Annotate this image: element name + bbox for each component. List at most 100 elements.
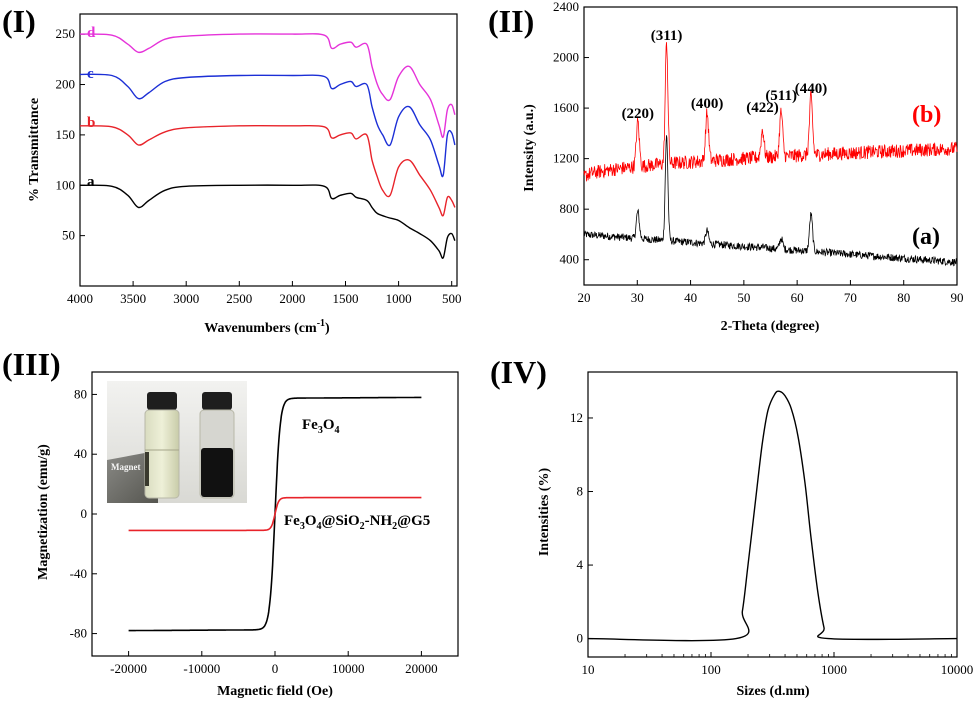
y-axis-label-i: % Transmittance xyxy=(27,98,42,202)
peak-label: (220) xyxy=(622,106,655,122)
axis-ticks-iv: 10 100 1000 10000 0 4 8 12 xyxy=(570,410,973,677)
x-tick-label: 10000 xyxy=(332,661,365,676)
peak-label: (422) xyxy=(746,100,779,116)
x-tick-label: 80 xyxy=(897,290,910,305)
y-tick-label: 50 xyxy=(62,228,75,243)
series-label-a: a xyxy=(87,174,95,190)
y-tick-label: 200 xyxy=(56,77,76,92)
x-tick-label: 90 xyxy=(951,290,964,305)
panel-iv: (IV) 10 100 1000 10000 0 4 8 12 Sizes (d.nm) In… xyxy=(490,354,973,699)
x-tick-label: 20000 xyxy=(405,661,438,676)
y-tick-label: -80 xyxy=(70,626,87,641)
y-tick-label: 1600 xyxy=(553,100,579,115)
x-tick-label: 10 xyxy=(582,662,595,677)
y-axis-label-iv: Intensities (%) xyxy=(537,468,552,557)
series-label-fe3o4: Fe3O4 xyxy=(302,417,340,436)
inset-photo: Magnet xyxy=(107,381,247,503)
series-label-d: d xyxy=(87,25,96,41)
y-tick-label: 0 xyxy=(81,506,88,521)
x-tick-label: 3000 xyxy=(173,291,199,306)
size-series xyxy=(587,390,958,642)
axis-ticks-i: 4000 3500 3000 2500 2000 1500 1000 500 50 100 150 2… xyxy=(56,26,462,306)
ftir-series-c xyxy=(79,73,456,178)
peak-label: (311) xyxy=(651,28,683,44)
x-tick-label: 2000 xyxy=(279,291,305,306)
series-label-xrd-b: (b) xyxy=(912,102,941,128)
x-tick-label: 500 xyxy=(442,291,462,306)
vial-cap-left xyxy=(147,392,177,410)
spectra-lines xyxy=(79,33,456,259)
xrd-series-1 xyxy=(583,42,958,182)
y-tick-label: 0 xyxy=(577,631,584,646)
x-axis-label-iii: Magnetic field (Oe) xyxy=(217,684,333,699)
xrd-lines xyxy=(583,42,958,267)
y-tick-label: -40 xyxy=(70,566,87,581)
axis-ticks-iii: -20000 -10000 0 10000 20000 -80 -40 0 40 80 xyxy=(70,386,438,676)
x-tick-label: 70 xyxy=(844,290,857,305)
x-axis-label-iv: Sizes (d.nm) xyxy=(736,684,809,699)
panel-label-iii: (III) xyxy=(2,346,61,382)
x-tick-label: 2500 xyxy=(226,291,252,306)
x-tick-label: 0 xyxy=(272,661,279,676)
x-tick-label: 10000 xyxy=(941,662,974,677)
vial-dispersed-liquid xyxy=(201,448,233,497)
y-tick-label: 2000 xyxy=(553,50,579,65)
magnetization-series-1 xyxy=(128,496,422,532)
panel-label-iv: (IV) xyxy=(490,354,547,390)
x-tick-label: 1500 xyxy=(332,291,358,306)
ftir-series-b xyxy=(79,124,456,217)
series-label-fe3o4-sio2: Fe3O4@SiO2-NH2@G5 xyxy=(284,513,430,532)
x-tick-label: 1000 xyxy=(386,291,412,306)
plot-frame-iv xyxy=(587,371,958,658)
series-label-b: b xyxy=(87,115,95,131)
vial-clear xyxy=(144,409,180,499)
y-tick-label: 12 xyxy=(570,410,583,425)
y-tick-label: 800 xyxy=(560,201,580,216)
x-tick-label: 1000 xyxy=(821,662,847,677)
axis-ticks-ii: 20 30 40 50 60 70 80 90 400 800 1200 1600 2000 2400 xyxy=(553,0,964,305)
x-tick-label: 50 xyxy=(737,290,750,305)
panel-label-ii: (II) xyxy=(488,3,534,39)
y-tick-label: 8 xyxy=(577,484,584,499)
series-label-c: c xyxy=(87,66,94,82)
x-tick-label: 30 xyxy=(631,290,644,305)
vial-cap-right xyxy=(202,392,232,410)
magnetization-lines xyxy=(128,396,422,632)
y-tick-label: 80 xyxy=(74,386,87,401)
panel-label-i: (I) xyxy=(2,3,36,39)
y-tick-label: 150 xyxy=(56,127,76,142)
y-tick-label: 400 xyxy=(560,252,580,267)
ftir-series-a xyxy=(79,184,456,259)
ftir-series-d xyxy=(79,33,456,139)
x-tick-label: -20000 xyxy=(110,661,147,676)
peak-label: (440) xyxy=(795,81,828,97)
y-tick-label: 1200 xyxy=(553,151,579,166)
peak-label: (400) xyxy=(691,96,724,112)
y-tick-label: 250 xyxy=(56,26,76,41)
y-axis-label-ii: Intensity (a.u.) xyxy=(522,104,537,192)
x-tick-label: 4000 xyxy=(67,291,93,306)
x-tick-label: -10000 xyxy=(183,661,220,676)
x-axis-label-ii: 2-Theta (degree) xyxy=(721,319,820,334)
panel-iii: (III) -20000 -10000 0 10000 20000 -80 -40 0 40 80… xyxy=(2,346,459,699)
panel-i: (I) 4000 3500 3000 2500 2000 1500 1000 500 50 100… xyxy=(2,3,461,336)
y-tick-label: 40 xyxy=(74,446,87,461)
panel-ii: (II) 20 30 40 50 60 70 80 904008001200160020002… xyxy=(488,0,964,334)
magnet-label: Magnet xyxy=(111,462,141,472)
attracted-particles xyxy=(145,452,149,486)
series-label-xrd-a: (a) xyxy=(912,224,940,250)
y-tick-label: 100 xyxy=(56,177,76,192)
y-tick-label: 2400 xyxy=(553,0,579,14)
y-axis-label-iii: Magnetization (emu/g) xyxy=(36,444,51,580)
peak-label: (511) xyxy=(765,88,797,104)
x-tick-label: 100 xyxy=(701,662,721,677)
xrd-series-0 xyxy=(583,135,958,267)
x-tick-label: 3500 xyxy=(120,291,146,306)
x-axis-label-i: Wavenumbers (cm-1) xyxy=(204,318,330,336)
plot-frame-i xyxy=(79,13,458,287)
x-tick-label: 20 xyxy=(578,290,591,305)
x-tick-label: 60 xyxy=(791,290,804,305)
y-tick-label: 4 xyxy=(577,557,584,572)
plot-frame-ii xyxy=(583,6,958,286)
